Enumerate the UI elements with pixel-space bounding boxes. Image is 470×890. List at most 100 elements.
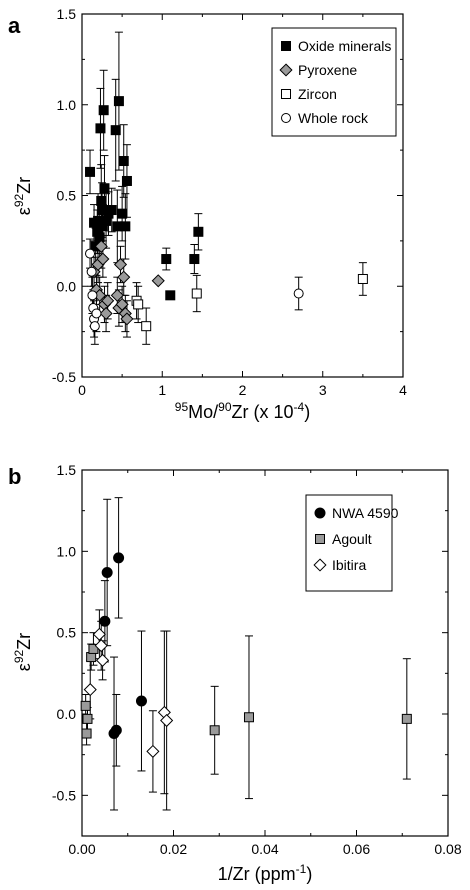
data-point	[94, 232, 105, 243]
data-point	[165, 290, 176, 301]
data-point	[189, 254, 200, 265]
legend-entry: Oxide minerals	[298, 38, 391, 54]
y-tick-label: -0.5	[52, 369, 76, 385]
legend-entry: Whole rock	[298, 110, 369, 126]
data-point	[193, 226, 204, 237]
data-point	[80, 700, 91, 711]
legend-marker	[281, 89, 291, 99]
legend-marker	[315, 534, 325, 544]
data-point	[117, 208, 128, 219]
x-tick-label: 0.00	[68, 841, 95, 857]
data-point	[110, 125, 121, 136]
legend-marker	[314, 507, 326, 519]
legend-marker	[281, 113, 291, 123]
x-axis-label-text: 1/Zr (ppm-1)	[218, 862, 313, 884]
data-point	[110, 724, 122, 736]
legend-marker	[281, 41, 291, 51]
data-point	[120, 312, 134, 326]
data-point	[113, 257, 128, 272]
panel-b: b ε92Zr 1/Zr (ppm-1) 0.00 0.02 0.04 0.06 0.0…	[8, 462, 462, 884]
data-point	[113, 552, 125, 564]
data-point	[113, 96, 124, 107]
data-point	[89, 321, 100, 332]
data-point	[146, 744, 160, 758]
data-point	[82, 713, 93, 724]
data-point	[191, 288, 202, 299]
data-point	[81, 728, 92, 739]
data-point	[96, 653, 110, 667]
data-point	[87, 290, 98, 301]
data-point	[99, 615, 111, 627]
data-point	[141, 321, 152, 332]
data-point	[106, 205, 117, 216]
data-point	[160, 713, 174, 728]
data-point	[135, 695, 147, 707]
x-axis-label-text: 95Mo/90Zr (x 10-4)	[175, 400, 310, 422]
panel-b-x-axis-label: 1/Zr (ppm-1)	[218, 862, 313, 884]
data-point	[83, 683, 97, 697]
data-point	[98, 105, 109, 116]
x-tick-label: 0.08	[434, 841, 461, 857]
data-point	[209, 725, 220, 736]
data-point	[243, 712, 254, 723]
data-point	[94, 639, 108, 653]
y-axis-label-text: ε92Zr	[12, 633, 34, 671]
y-tick-label: 0.5	[57, 625, 77, 641]
x-tick-label: 2	[239, 382, 247, 398]
y-tick-label: 0.0	[57, 706, 77, 722]
x-tick-label: 4	[399, 382, 407, 398]
data-point	[101, 294, 115, 308]
data-point	[151, 274, 165, 288]
panel-b-letter: b	[8, 464, 21, 489]
legend-entry: Ibitira	[332, 557, 366, 573]
panel-a-y-axis-label: ε92Zr	[12, 177, 34, 215]
legend-entry: Pyroxene	[298, 62, 357, 78]
data-point	[85, 166, 96, 177]
legend-box	[271, 27, 397, 137]
data-point	[99, 183, 110, 194]
data-point	[96, 195, 107, 206]
legend-entry: Agoult	[332, 531, 372, 547]
y-tick-label: 0.5	[57, 188, 77, 204]
data-point	[96, 252, 110, 266]
x-tick-label: 1	[158, 382, 166, 398]
x-tick-label: 0	[78, 382, 86, 398]
legend-entry: Zircon	[298, 86, 337, 102]
data-point	[92, 627, 106, 641]
panel-a-x-axis-label: 95Mo/90Zr (x 10-4)	[175, 400, 310, 422]
data-point	[118, 156, 129, 167]
data-point	[117, 270, 131, 284]
legend-entry: NWA 4590	[332, 505, 399, 521]
data-point	[99, 306, 113, 321]
data-point	[133, 299, 144, 310]
panel-a-markers	[85, 96, 368, 332]
data-point	[401, 713, 412, 724]
data-point	[91, 308, 102, 319]
data-point	[110, 288, 124, 302]
y-tick-label: 0.0	[57, 278, 77, 294]
data-point	[121, 175, 132, 186]
panel-a-letter: a	[8, 13, 21, 38]
data-point	[120, 221, 131, 232]
x-tick-label: 0.06	[343, 841, 370, 857]
x-tick-label: 3	[319, 382, 327, 398]
data-point	[94, 239, 108, 253]
panel-b-ticks: 0.00 0.02 0.04 0.06 0.08 -0.5 0.0 0.5 1.0 1.5	[52, 462, 462, 857]
data-point	[101, 566, 113, 578]
data-point	[86, 266, 97, 277]
panel-b-markers	[80, 552, 412, 758]
panel-a-ticks: 0 1 2 3 4 -0.5 0.0 0.5 1.0 1.5	[52, 6, 407, 398]
y-tick-label: 1.5	[57, 6, 77, 22]
data-point	[357, 273, 368, 284]
legend-marker	[313, 558, 327, 572]
y-tick-label: 1.0	[57, 97, 77, 113]
data-point	[85, 248, 96, 259]
y-tick-label: 1.0	[57, 543, 77, 559]
data-point	[95, 123, 106, 134]
data-point	[293, 288, 304, 299]
panel-b-y-axis-label: ε92Zr	[12, 633, 34, 671]
data-point	[161, 254, 172, 265]
panel-a-legend: Oxide minerals Pyroxene Zircon Whole rock	[271, 27, 397, 137]
x-tick-label: 0.02	[160, 841, 187, 857]
